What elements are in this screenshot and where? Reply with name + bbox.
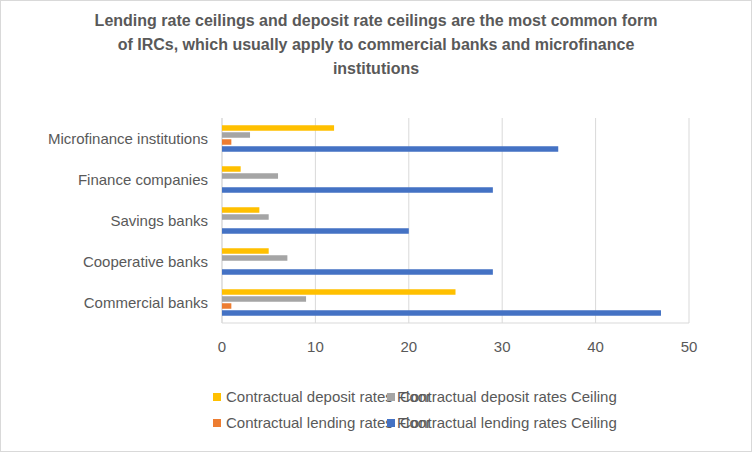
bar [222,139,231,145]
bar [222,173,278,179]
x-tick-label: 10 [307,338,324,355]
bar [222,125,334,131]
x-tick-label: 0 [218,338,226,355]
bar [222,262,223,268]
x-tick-label: 30 [494,338,511,355]
bar [222,207,259,213]
legend-label: Contractual deposit rates Ceiling [400,388,617,405]
bar [222,221,223,227]
x-tick-label: 20 [400,338,417,355]
legend-swatch [213,419,221,427]
bar [222,303,231,309]
chart: Lending rate ceilings and deposit rate c… [0,0,752,452]
legend-swatch [387,393,395,401]
bars [222,125,661,316]
bar [222,166,241,172]
chart-border [1,1,752,452]
bar [222,248,269,254]
bar [222,310,661,316]
bar [222,289,456,295]
legend-label: Contractual lending rates Ceiling [400,414,617,431]
category-label: Commercial banks [84,294,208,311]
category-label: Finance companies [78,171,208,188]
title-line: of IRCs, which usually apply to commerci… [118,36,635,53]
bar [222,214,269,220]
title: Lending rate ceilings and deposit rate c… [95,12,658,77]
x-axis-line [222,323,689,324]
title-line: Lending rate ceilings and deposit rate c… [95,12,658,29]
grid-line [689,118,690,323]
legend-swatch [387,419,395,427]
legend-swatch [213,393,221,401]
category-label: Microfinance institutions [48,130,208,147]
category-label: Savings banks [110,212,208,229]
grid-line [595,118,596,323]
x-tick-label: 40 [587,338,604,355]
bar [222,228,409,234]
legend: Contractual deposit rates FloorContractu… [213,388,617,431]
grid [222,118,689,323]
bar [222,255,287,261]
bar [222,132,250,138]
title-line: institutions [333,60,419,77]
bar [222,269,493,275]
title-group: Lending rate ceilings and deposit rate c… [95,12,658,77]
bar [222,146,558,152]
bar [222,296,306,302]
x-tick-label: 50 [681,338,698,355]
bar [222,180,223,186]
bar [222,187,493,193]
category-label: Cooperative banks [83,253,208,270]
